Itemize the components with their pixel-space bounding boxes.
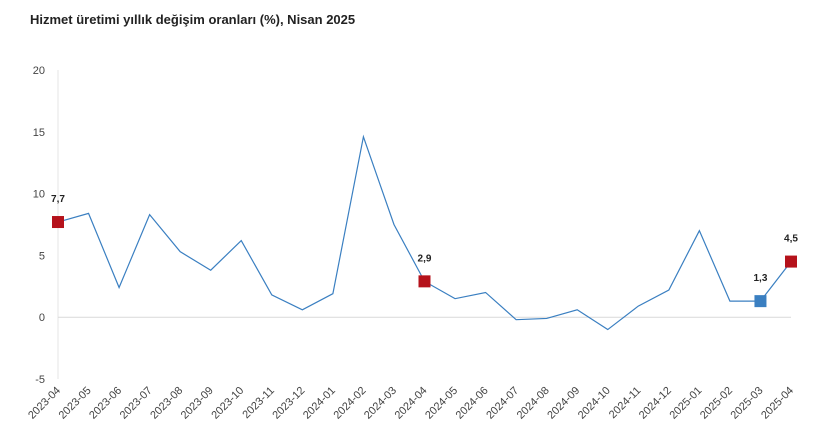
y-tick-label: 20 xyxy=(33,65,45,77)
x-tick-label: 2024-06 xyxy=(454,385,491,422)
x-tick-label: 2024-05 xyxy=(423,385,460,422)
point-marker xyxy=(418,275,431,288)
x-tick-label: 2024-11 xyxy=(607,385,643,421)
point-marker xyxy=(52,216,64,229)
x-tick-label: 2024-07 xyxy=(484,385,521,422)
x-tick-label: 2024-04 xyxy=(393,385,430,422)
x-tick-label: 2025-03 xyxy=(729,385,766,422)
x-tick-label: 2024-01 xyxy=(301,385,338,422)
x-tick-label: 2024-12 xyxy=(637,385,674,422)
x-tick-label: 2024-09 xyxy=(545,385,582,422)
y-tick-label: 15 xyxy=(33,127,45,139)
value-label: 4,5 xyxy=(784,234,798,245)
x-tick-label: 2024-08 xyxy=(515,385,552,422)
x-tick-label: 2023-10 xyxy=(209,385,246,422)
x-tick-label: 2023-05 xyxy=(57,385,94,422)
value-label: 2,9 xyxy=(418,253,432,264)
series-line xyxy=(57,134,792,331)
x-tick-label: 2024-10 xyxy=(576,385,613,422)
y-tick-label: 5 xyxy=(39,250,45,262)
value-label: 7,7 xyxy=(51,194,65,205)
chart-title: Hizmet üretimi yıllık değişim oranları (… xyxy=(30,12,355,27)
value-label: 1,3 xyxy=(754,273,768,284)
x-tick-label: 2023-07 xyxy=(118,385,155,422)
x-tick-label: 2025-01 xyxy=(667,385,704,422)
x-tick-label: 2023-12 xyxy=(270,385,307,422)
x-tick-label: 2023-11 xyxy=(240,385,276,421)
x-tick-label: 2023-09 xyxy=(179,385,216,422)
point-marker xyxy=(754,295,767,308)
x-tick-label: 2024-02 xyxy=(332,385,369,422)
x-tick-label: 2025-04 xyxy=(759,385,796,422)
x-tick-label: 2025-02 xyxy=(698,385,735,422)
y-tick-label: 0 xyxy=(39,312,45,324)
x-tick-label: 2023-06 xyxy=(87,385,124,422)
y-tick-label: -5 xyxy=(35,374,45,386)
point-marker xyxy=(785,255,797,268)
x-tick-label: 2023-08 xyxy=(148,385,185,422)
x-tick-label: 2023-04 xyxy=(26,385,63,422)
y-tick-label: 10 xyxy=(33,189,45,201)
x-tick-label: 2024-03 xyxy=(362,385,399,422)
